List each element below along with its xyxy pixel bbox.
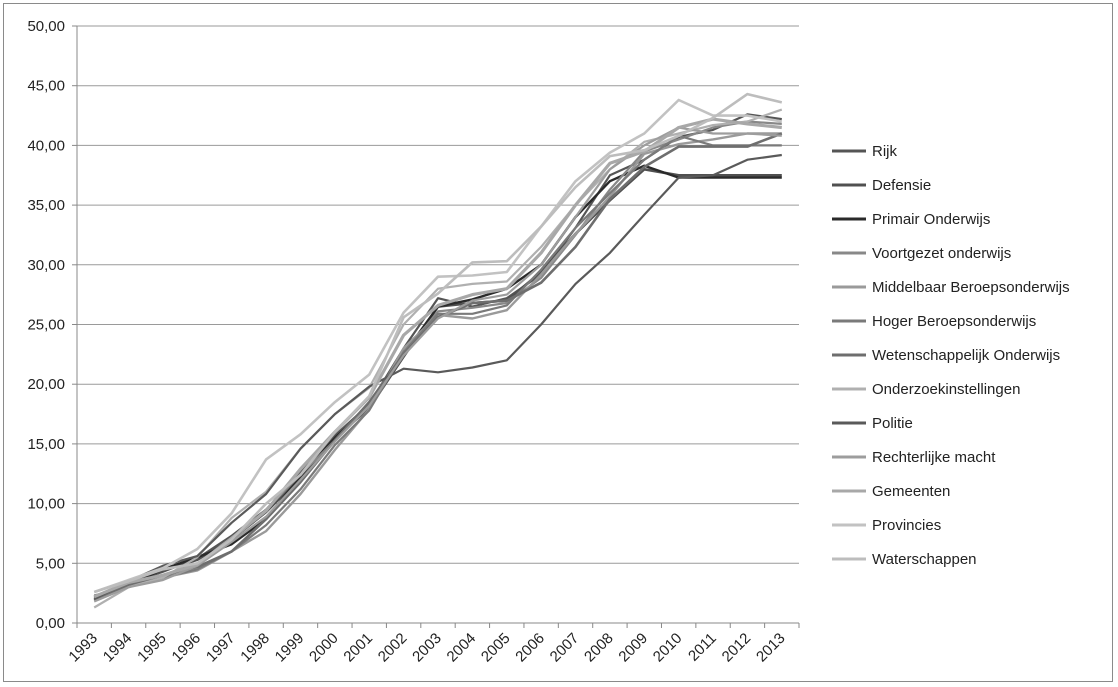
chart-frame: 0,00 5,00 10,00 15,00 20,00 25,00 30,00 35,00 40… — [3, 3, 1113, 682]
x-tick-label: 2006 — [512, 630, 548, 666]
series-line-onderzoekinstellingen — [94, 110, 782, 608]
legend-label: Waterschappen — [872, 551, 977, 568]
series-line-defensie — [94, 169, 782, 598]
x-tick-label: 2013 — [753, 630, 789, 666]
legend-label: Middelbaar Beroepsonderwijs — [872, 279, 1070, 296]
y-tick-label: 5,00 — [36, 555, 65, 572]
legend-label: Voortgezet onderwijs — [872, 245, 1011, 262]
series-line-middelbaar-beroepsonderwijs — [94, 134, 782, 600]
x-tick-label: 2012 — [719, 630, 755, 666]
x-tick-label: 1993 — [65, 630, 101, 666]
legend-label: Defensie — [872, 177, 931, 194]
series-line-provincies — [94, 100, 782, 592]
series-line-gemeenten — [94, 119, 782, 597]
legend-label: Onderzoekinstellingen — [872, 381, 1020, 398]
y-tick-label: 30,00 — [27, 257, 65, 274]
x-tick-label: 2008 — [581, 630, 617, 666]
axes — [72, 26, 799, 628]
x-tick-label: 2009 — [615, 630, 651, 666]
legend-label: Hoger Beroepsonderwijs — [872, 313, 1036, 330]
series-line-rechterlijke-macht — [94, 128, 782, 602]
series-line-rijk — [94, 114, 782, 596]
x-tick-label: 1994 — [100, 630, 136, 666]
x-tick-label: 2000 — [306, 630, 342, 666]
legend-label: Provincies — [872, 517, 941, 534]
y-tick-label: 50,00 — [27, 18, 65, 35]
y-tick-label: 35,00 — [27, 197, 65, 214]
x-tick-label: 2003 — [409, 630, 445, 666]
x-tick-label: 2010 — [650, 630, 686, 666]
legend-label: Wetenschappelijk Onderwijs — [872, 347, 1060, 364]
x-tick-label: 1995 — [134, 630, 170, 666]
x-tick-label: 2002 — [375, 630, 411, 666]
x-tick-label: 1998 — [237, 630, 273, 666]
series-line-primair-onderwijs — [94, 166, 782, 599]
y-tick-label: 40,00 — [27, 137, 65, 154]
x-tick-label: 1996 — [169, 630, 205, 666]
line-chart: 0,00 5,00 10,00 15,00 20,00 25,00 30,00 35,00 40… — [4, 4, 1114, 683]
legend-label: Politie — [872, 415, 913, 432]
legend-label: Primair Onderwijs — [872, 211, 990, 228]
x-tick-label: 2004 — [444, 630, 480, 666]
y-tick-label: 45,00 — [27, 78, 65, 95]
y-tick-label: 10,00 — [27, 496, 65, 513]
y-tick-labels: 0,00 5,00 10,00 15,00 20,00 25,00 30,00 35,00 40… — [27, 18, 65, 632]
legend: Rijk Defensie Primair Onderwijs Voortgezet … — [832, 143, 1070, 568]
x-tick-label: 2007 — [547, 630, 583, 666]
legend-label: Rechterlijke macht — [872, 449, 996, 466]
legend-label: Rijk — [872, 143, 897, 160]
x-tick-label: 2001 — [340, 630, 376, 666]
y-tick-label: 20,00 — [27, 376, 65, 393]
x-tick-labels: 1993199419951996199719981999200020012002… — [65, 630, 788, 666]
legend-label: Gemeenten — [872, 483, 950, 500]
x-tick-label: 1999 — [272, 630, 308, 666]
series-line-voortgezet-onderwijs — [94, 122, 782, 598]
y-tick-label: 0,00 — [36, 615, 65, 632]
x-tick-label: 2011 — [685, 630, 720, 665]
series-line-politie — [94, 155, 782, 599]
series-line-waterschappen — [94, 94, 782, 592]
y-tick-label: 25,00 — [27, 317, 65, 334]
x-tick-label: 2005 — [478, 630, 514, 666]
y-tick-label: 15,00 — [27, 436, 65, 453]
x-tick-label: 1997 — [203, 630, 239, 666]
series-line-wetenschappelijk-onderwijs — [94, 134, 782, 601]
series-lines — [94, 94, 782, 607]
